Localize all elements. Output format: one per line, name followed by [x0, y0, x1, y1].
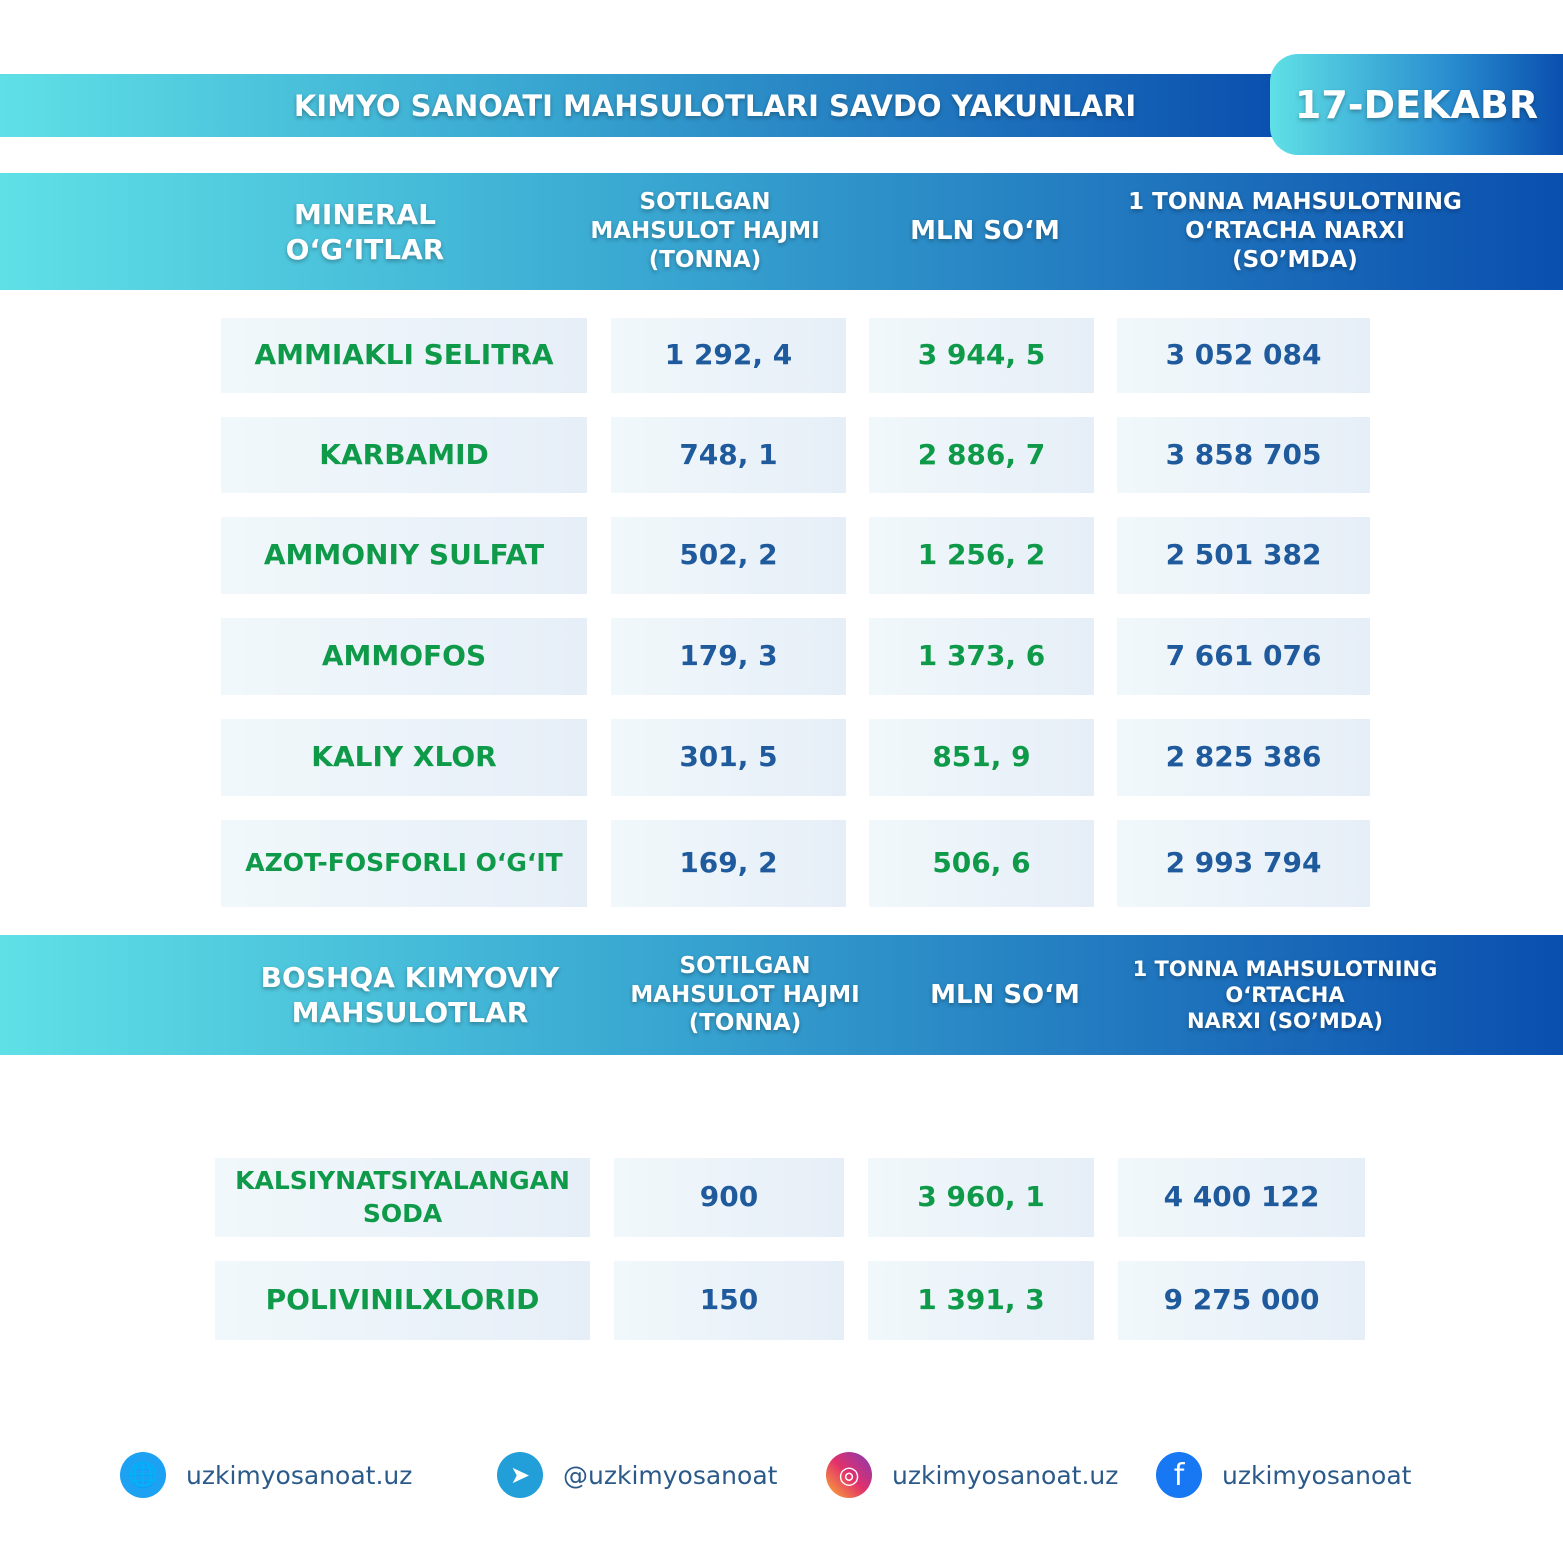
header-avg-price: 1 TONNA MAHSULOTNING O‘RTACHA NARXI (SO’…	[1128, 189, 1462, 273]
cell-avg-price: 2 993 794	[1117, 820, 1370, 907]
cell-avg-price: 2 501 382	[1117, 517, 1370, 594]
facebook-link[interactable]: uzkimyosanoat	[1222, 1460, 1412, 1490]
cell-volume: 301, 5	[611, 719, 846, 796]
cell-mln-som: 506, 6	[869, 820, 1094, 907]
table1-header: MINERAL O‘G‘ITLAR SOTILGAN MAHSULOT HAJM…	[0, 173, 1563, 290]
instagram-icon: ◎	[826, 1452, 872, 1498]
footer-telegram[interactable]: ➤ @uzkimyosanoat	[497, 1452, 777, 1498]
footer-facebook[interactable]: f uzkimyosanoat	[1156, 1452, 1411, 1498]
cell-volume: 179, 3	[611, 618, 846, 695]
header-volume: SOTILGAN MAHSULOT HAJMI (TONNA)	[630, 952, 860, 1037]
cell-volume: 900	[614, 1158, 844, 1237]
cell-mln-som: 851, 9	[869, 719, 1094, 796]
date-label: 17-DEKABR	[1294, 82, 1539, 127]
cell-volume: 502, 2	[611, 517, 846, 594]
title-banner: KIMYO SANOATI MAHSULOTLARI SAVDO YAKUNLA…	[0, 74, 1280, 137]
telegram-link[interactable]: @uzkimyosanoat	[563, 1460, 778, 1490]
cell-product-name: AZOT-FOSFORLI O‘G‘IT	[221, 820, 587, 907]
header-category: MINERAL O‘G‘ITLAR	[285, 197, 445, 266]
instagram-link[interactable]: uzkimyosanoat.uz	[892, 1460, 1119, 1490]
website-link[interactable]: uzkimyosanoat.uz	[186, 1460, 413, 1490]
telegram-icon: ➤	[497, 1452, 543, 1498]
cell-volume: 1 292, 4	[611, 318, 846, 393]
cell-avg-price: 2 825 386	[1117, 719, 1370, 796]
cell-mln-som: 2 886, 7	[869, 417, 1094, 493]
cell-product-name: AMMIAKLI SELITRA	[221, 318, 587, 393]
footer-instagram[interactable]: ◎ uzkimyosanoat.uz	[826, 1452, 1118, 1498]
cell-product-name: AMMOFOS	[221, 618, 587, 695]
cell-mln-som: 3 960, 1	[868, 1158, 1094, 1237]
cell-avg-price: 4 400 122	[1118, 1158, 1365, 1237]
cell-mln-som: 1 391, 3	[868, 1261, 1094, 1340]
cell-product-name: KALIY XLOR	[221, 719, 587, 796]
cell-product-name: KALSIYNATSIYALANGAN SODA	[215, 1158, 590, 1237]
header-avg-price: 1 TONNA MAHSULOTNING O‘RTACHA NARXI (SO’…	[1132, 956, 1438, 1034]
globe-icon: 🌐	[120, 1452, 166, 1498]
cell-product-name: POLIVINILXLORID	[215, 1261, 590, 1340]
cell-volume: 748, 1	[611, 417, 846, 493]
cell-avg-price: 3 858 705	[1117, 417, 1370, 493]
cell-mln-som: 1 373, 6	[869, 618, 1094, 695]
header-mln-som: MLN SO‘M	[910, 216, 1060, 247]
cell-volume: 150	[614, 1261, 844, 1340]
cell-volume: 169, 2	[611, 820, 846, 907]
header-category: BOSHQA KIMYOVIY MAHSULOTLAR	[260, 961, 560, 1029]
cell-avg-price: 9 275 000	[1118, 1261, 1365, 1340]
date-badge: 17-DEKABR	[1270, 54, 1563, 155]
footer-website[interactable]: 🌐 uzkimyosanoat.uz	[120, 1452, 412, 1498]
table2-header: BOSHQA KIMYOVIY MAHSULOTLAR SOTILGAN MAH…	[0, 935, 1563, 1055]
cell-mln-som: 1 256, 2	[869, 517, 1094, 594]
header-volume: SOTILGAN MAHSULOT HAJMI (TONNA)	[590, 189, 820, 273]
page-title: KIMYO SANOATI MAHSULOTLARI SAVDO YAKUNLA…	[293, 88, 1137, 123]
cell-avg-price: 3 052 084	[1117, 318, 1370, 393]
cell-product-name: AMMONIY SULFAT	[221, 517, 587, 594]
cell-mln-som: 3 944, 5	[869, 318, 1094, 393]
cell-avg-price: 7 661 076	[1117, 618, 1370, 695]
cell-product-name: KARBAMID	[221, 417, 587, 493]
facebook-icon: f	[1156, 1452, 1202, 1498]
header-mln-som: MLN SO‘M	[930, 979, 1080, 1010]
